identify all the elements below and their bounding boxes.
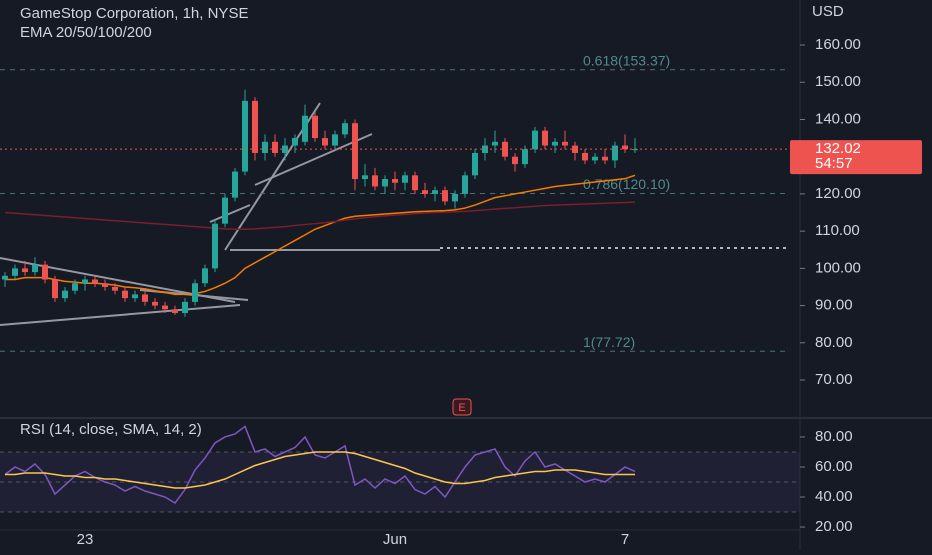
candle-body [52, 279, 58, 299]
trend-line [0, 304, 241, 326]
candle-body [332, 134, 338, 146]
y-tick-label: 90.00 [815, 297, 853, 314]
fib-label: 1(77.72) [583, 334, 635, 350]
candle-body [442, 190, 448, 202]
candle-body [582, 152, 588, 161]
candle-body [82, 279, 88, 284]
candle-body [402, 175, 408, 183]
x-tick-label: 23 [77, 531, 94, 548]
candle-body [512, 156, 518, 165]
candle-body [312, 115, 318, 139]
y-tick-label: 110.00 [815, 222, 860, 239]
candle-body [542, 130, 548, 146]
rsi-line [4, 425, 636, 505]
fib-label: 0.618(153.37) [583, 52, 670, 68]
candle-body [522, 149, 528, 165]
y-tick-label: 140.00 [815, 110, 861, 127]
ema-line [4, 201, 636, 231]
candle-body [102, 283, 108, 287]
candle-body [462, 175, 468, 194]
candle-body [422, 190, 428, 194]
candle-body [172, 309, 178, 314]
candle-body [262, 141, 268, 153]
candle-body [362, 175, 368, 180]
last-price-tag [790, 140, 922, 175]
y-tick-label: 120.00 [815, 185, 861, 202]
y-tick-label: 40.00 [815, 488, 853, 505]
rsi-title: RSI (14, close, SMA, 14, 2) [20, 421, 202, 438]
candle-body [322, 138, 328, 146]
candle-body [352, 123, 358, 180]
candle-body [592, 156, 598, 161]
countdown-label: 54:57 [815, 155, 853, 172]
candle-body [472, 152, 478, 176]
candle-body [162, 305, 168, 310]
earnings-marker[interactable]: E [458, 402, 465, 414]
candle-body [42, 264, 48, 280]
candle-body [432, 190, 438, 194]
candle-body [202, 268, 208, 284]
candle-body [22, 268, 28, 273]
indicator-legend: EMA 20/50/100/200 [20, 24, 152, 41]
candle-body [612, 145, 618, 161]
y-tick-label: 20.00 [815, 518, 853, 535]
y-tick-label: 100.00 [815, 259, 861, 276]
candle-body [2, 275, 8, 280]
candle-body [242, 100, 248, 172]
candle-body [252, 100, 258, 153]
candle-body [132, 294, 138, 299]
last-price-label: 132.02 [815, 140, 861, 157]
candle-body [292, 138, 298, 146]
y-tick-label: 60.00 [815, 458, 853, 475]
y-tick-label: 80.00 [815, 428, 853, 445]
candle-body [72, 283, 78, 291]
candle-body [142, 294, 148, 302]
candle-body [342, 123, 348, 135]
candle-body [222, 197, 228, 224]
y-tick-label: 160.00 [815, 36, 861, 53]
candle-body [112, 286, 118, 291]
chart-title: GameStop Corporation, 1h, NYSE [20, 5, 248, 22]
y-tick-label: 150.00 [815, 73, 861, 90]
candle-body [182, 301, 188, 314]
candle-body [392, 179, 398, 183]
candle-body [92, 279, 98, 284]
ema-line [5, 174, 636, 296]
earnings-badge[interactable] [452, 398, 472, 416]
candle-body [412, 175, 418, 191]
candle-body [122, 290, 128, 299]
candle-body [562, 141, 568, 146]
trend-line [209, 204, 251, 223]
candle-body [32, 264, 38, 273]
candle-body [12, 268, 18, 276]
candle-body [272, 141, 278, 153]
candle-body [372, 175, 378, 187]
candle-body [602, 156, 608, 161]
x-tick-label: 7 [621, 531, 629, 548]
candle-body [552, 141, 558, 146]
y-tick-label: 70.00 [815, 371, 853, 388]
y-tick-label: 80.00 [815, 334, 853, 351]
candle-body [192, 283, 198, 302]
candle-body [212, 223, 218, 269]
axis-unit: USD [812, 3, 844, 20]
candle-body [492, 141, 498, 146]
x-tick-label: Jun [383, 531, 407, 548]
candle-body [302, 115, 308, 142]
candle-body [152, 301, 158, 306]
candle-body [382, 179, 388, 187]
candle-body [532, 130, 538, 150]
candle-body [232, 171, 238, 198]
rsi-line [5, 451, 635, 489]
candle-body [622, 145, 628, 150]
candle-body [62, 290, 68, 299]
candle-body [452, 193, 458, 202]
